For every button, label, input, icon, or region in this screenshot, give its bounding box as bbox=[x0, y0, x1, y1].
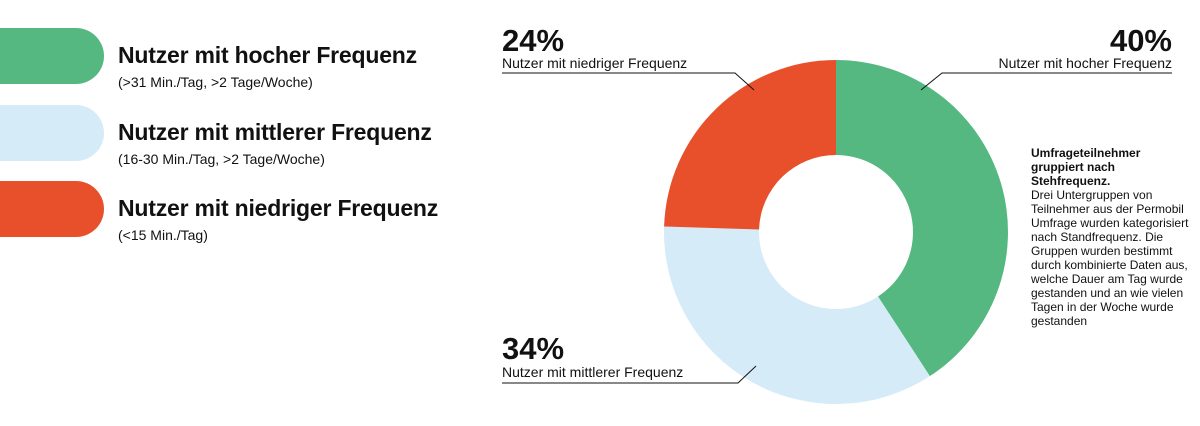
legend-item-medium: Nutzer mit mittlerer Frequenz (16-30 Min… bbox=[0, 105, 480, 167]
legend-subtitle-medium: (16-30 Min./Tag, >2 Tage/Woche) bbox=[118, 151, 325, 167]
legend-title-medium: Nutzer mit mittlerer Frequenz bbox=[118, 119, 432, 145]
note-title: Umfrageteilnehmer gruppiert nach Stehfre… bbox=[1031, 146, 1141, 188]
legend-title-low: Nutzer mit niedriger Frequenz bbox=[118, 195, 439, 221]
legend-swatch-low bbox=[0, 181, 104, 237]
legend-swatch-high bbox=[0, 28, 104, 84]
category-label-medium: Nutzer mit mittlerer Frequenz bbox=[502, 364, 683, 380]
value-label-low: 24% bbox=[502, 23, 564, 58]
value-label-medium: 34% bbox=[502, 331, 564, 366]
legend: Nutzer mit hocher Frequenz (>31 Min./Tag… bbox=[0, 0, 480, 260]
category-label-high: Nutzer mit hocher Frequenz bbox=[998, 55, 1172, 71]
donut-slice-medium bbox=[664, 226, 930, 405]
legend-title-high: Nutzer mit hocher Frequenz bbox=[118, 42, 417, 68]
legend-item-high: Nutzer mit hocher Frequenz (>31 Min./Tag… bbox=[0, 28, 480, 90]
legend-subtitle-low: (<15 Min./Tag) bbox=[118, 227, 208, 243]
leader-line-high bbox=[920, 72, 1172, 91]
chart-note: Umfrageteilnehmer gruppiert nach Stehfre… bbox=[1031, 146, 1191, 328]
value-label-high: 40% bbox=[1110, 23, 1172, 58]
note-body: Drei Untergruppen von Teilnehmer aus der… bbox=[1031, 188, 1189, 328]
donut-slice-high bbox=[836, 60, 1009, 377]
legend-subtitle-high: (>31 Min./Tag, >2 Tage/Woche) bbox=[118, 74, 313, 90]
legend-swatch-medium bbox=[0, 105, 104, 161]
legend-item-low: Nutzer mit niedriger Frequenz (<15 Min./… bbox=[0, 181, 480, 243]
leader-line-medium bbox=[502, 365, 757, 384]
category-label-low: Nutzer mit niedriger Frequenz bbox=[502, 55, 687, 71]
donut-slice-low bbox=[664, 60, 836, 230]
donut-slices bbox=[664, 60, 1009, 405]
leader-line-low bbox=[502, 72, 755, 91]
